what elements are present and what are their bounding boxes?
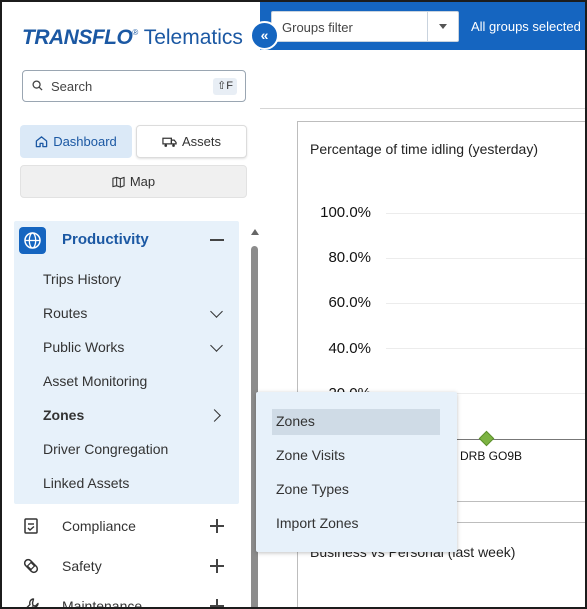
nav-item-routes[interactable]: Routes [43, 305, 88, 321]
y-tick-label: 80.0% [328, 249, 371, 266]
nav-item-asset-monitoring[interactable]: Asset Monitoring [43, 373, 148, 389]
nav-item-driver-congregation[interactable]: Driver Congregation [43, 441, 169, 457]
bandage-icon [23, 558, 39, 574]
idling-chart-title: Percentage of time idling (yesterday) [310, 141, 538, 157]
groups-filter-placeholder: Groups filter [282, 20, 353, 35]
y-tick-label: 60.0% [328, 294, 371, 311]
expand-plus-icon[interactable] [210, 519, 224, 533]
collapse-minus-icon[interactable] [210, 239, 224, 241]
home-icon [35, 136, 48, 148]
gridline [386, 258, 585, 259]
select-divider [427, 12, 428, 41]
assets-label: Assets [181, 134, 221, 149]
nav-section-safety[interactable]: Safety [62, 558, 102, 574]
dashboard-label: Dashboard [53, 134, 117, 149]
all-groups-selected-label[interactable]: All groups selected [471, 19, 581, 34]
productivity-panel [14, 221, 239, 504]
y-tick-label: 40.0% [328, 340, 371, 357]
groups-filter-select[interactable]: Groups filter [271, 11, 459, 42]
toolbar-divider [260, 108, 585, 109]
search-shortcut-badge: ⇧F [213, 78, 237, 95]
y-tick-label: 100.0% [320, 204, 371, 221]
map-label: Map [129, 174, 156, 189]
nav-section-compliance[interactable]: Compliance [62, 518, 136, 534]
sidebar: TRANSFLO® Telematics Search ⇧F Dashboard… [2, 2, 260, 609]
transflo-logo[interactable]: TRANSFLO® Telematics [22, 26, 243, 49]
gridline [386, 213, 585, 214]
gridline [386, 393, 585, 394]
assets-button[interactable]: Assets [136, 125, 247, 158]
search-input[interactable]: Search ⇧F [22, 70, 246, 102]
productivity-icon-box[interactable] [19, 227, 46, 254]
flyout-item-highlight [272, 409, 440, 435]
map-icon [112, 176, 125, 188]
scroll-up-arrow-icon[interactable] [251, 229, 259, 235]
flyout-item-zone-visits[interactable]: Zone Visits [276, 447, 345, 463]
nav-item-trips-history[interactable]: Trips History [43, 271, 122, 287]
caret-down-icon[interactable] [439, 24, 447, 29]
map-button[interactable]: Map [20, 165, 247, 198]
gridline [386, 348, 585, 349]
clipboard-icon [24, 518, 38, 534]
flyout-item-zones[interactable]: Zones [276, 413, 315, 429]
globe-icon [24, 232, 41, 249]
expand-plus-icon[interactable] [210, 559, 224, 573]
nav-section-maintenance[interactable]: Maintenance [62, 598, 143, 609]
nav-item-zones[interactable]: Zones [43, 407, 85, 423]
x-category-label: DRB GO9B [460, 449, 523, 463]
productivity-nav-title[interactable]: Productivity [62, 231, 149, 248]
nav-item-public-works[interactable]: Public Works [43, 339, 125, 355]
gridline [386, 303, 585, 304]
flyout-item-import-zones[interactable]: Import Zones [276, 515, 359, 531]
truck-icon [162, 137, 177, 147]
dashboard-button[interactable]: Dashboard [20, 125, 132, 158]
expand-plus-icon[interactable] [210, 599, 224, 607]
search-icon [32, 80, 43, 91]
search-placeholder: Search [51, 79, 93, 94]
flyout-item-zone-types[interactable]: Zone Types [276, 481, 349, 497]
nav-item-linked-assets[interactable]: Linked Assets [43, 475, 130, 491]
wrench-icon [26, 598, 39, 607]
collapse-sidebar-button[interactable]: « [250, 21, 279, 50]
sidebar-scrollbar-thumb[interactable] [251, 246, 258, 607]
